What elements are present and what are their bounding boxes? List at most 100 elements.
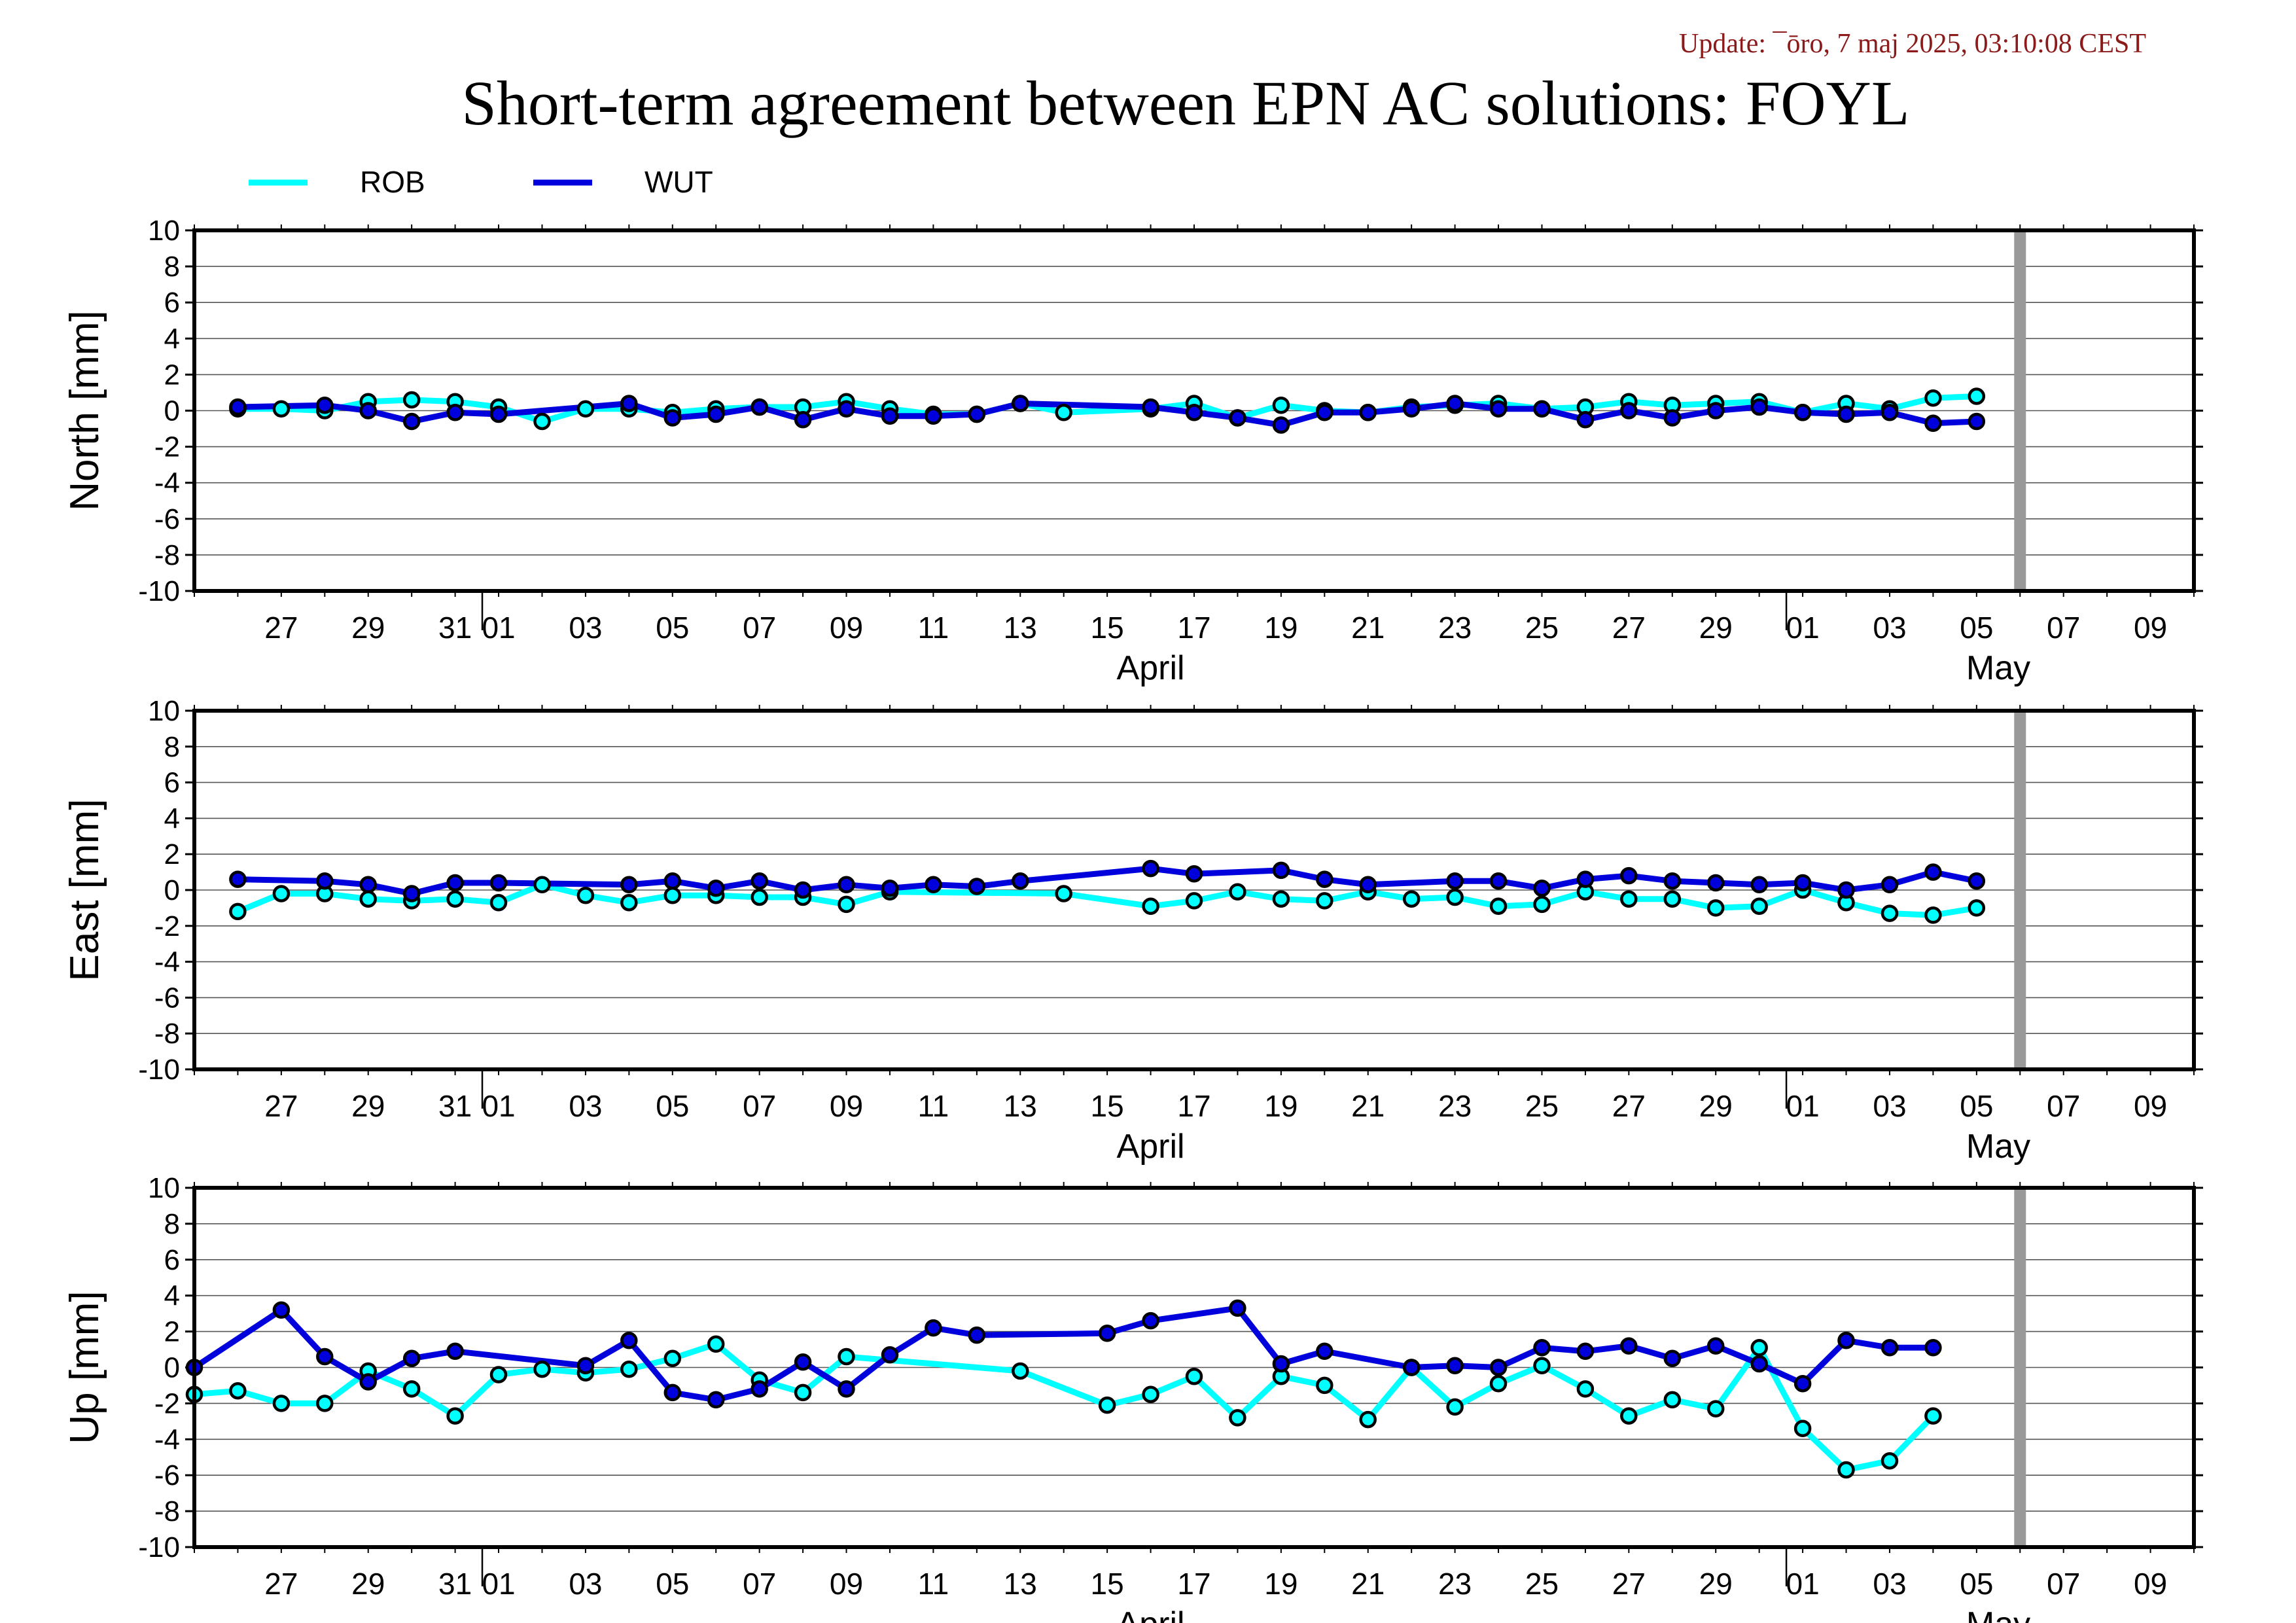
series-line-wut <box>234 865 1980 897</box>
data-point-wut <box>1098 1325 1116 1342</box>
data-point-rob <box>1142 897 1159 915</box>
x-tick-label: 25 <box>1525 1567 1559 1601</box>
x-month-label: May <box>1966 1128 2030 1166</box>
data-point-wut <box>1881 1339 1899 1357</box>
x-tick-label: 31 <box>438 611 472 645</box>
y-tick-label: 0 <box>164 395 180 427</box>
data-point-wut <box>446 404 464 421</box>
data-point-rob <box>1620 890 1638 908</box>
data-point-rob <box>751 888 768 906</box>
y-tick-label: 2 <box>164 359 180 391</box>
x-tick-label: 05 <box>656 611 689 645</box>
data-point-wut <box>1837 1332 1855 1349</box>
x-tick-label: 21 <box>1351 1089 1385 1123</box>
data-point-wut <box>1576 870 1595 888</box>
x-tick-label: 01 <box>482 1089 515 1123</box>
y-tick-label: 4 <box>164 802 180 834</box>
data-point-rob <box>838 895 855 914</box>
y-tick-label: 2 <box>164 1316 180 1348</box>
data-point-rob <box>620 1360 638 1378</box>
data-point-wut <box>1837 881 1855 899</box>
data-point-rob <box>1272 890 1290 908</box>
data-point-wut <box>1750 1355 1768 1373</box>
x-tick-label: 17 <box>1177 611 1210 645</box>
data-point-wut <box>1533 1339 1551 1357</box>
data-point-rob <box>663 1349 682 1368</box>
x-tick-label: 31 <box>438 1567 472 1601</box>
y-tick-label: 0 <box>164 1352 180 1384</box>
x-tick-label: 19 <box>1264 611 1298 645</box>
chart-title: Short-term agreement between EPN AC solu… <box>461 68 1909 138</box>
data-point-rob <box>1489 1374 1508 1393</box>
data-point-wut <box>316 396 334 414</box>
data-point-wut <box>707 1391 725 1409</box>
data-point-wut <box>663 872 682 890</box>
data-point-wut <box>838 876 855 894</box>
data-point-wut <box>1402 400 1421 418</box>
x-tick-label: 03 <box>1873 1567 1906 1601</box>
y-tick-label: -10 <box>138 1054 180 1086</box>
data-point-rob <box>1706 899 1725 917</box>
data-point-rob <box>1229 883 1246 901</box>
x-tick-label: 05 <box>1960 611 1993 645</box>
data-point-rob <box>446 890 464 908</box>
data-point-wut <box>1316 1342 1333 1361</box>
y-tick-label: 4 <box>164 1280 180 1312</box>
data-point-rob <box>1446 1398 1464 1416</box>
data-point-wut <box>316 1347 334 1366</box>
data-point-wut <box>794 881 812 899</box>
x-tick-label: 27 <box>1612 611 1646 645</box>
x-tick-label: 13 <box>1004 1567 1037 1601</box>
data-point-wut <box>1576 1342 1595 1361</box>
x-tick-label: 09 <box>830 611 863 645</box>
y-tick-label: -8 <box>154 1018 180 1050</box>
data-point-wut <box>402 412 421 431</box>
data-point-rob <box>1924 1407 1942 1425</box>
data-point-wut <box>1620 866 1638 885</box>
data-point-wut <box>489 405 508 423</box>
data-point-rob <box>1706 1400 1725 1418</box>
data-point-wut <box>968 878 986 895</box>
data-point-wut <box>620 1332 638 1349</box>
y-tick-label: -6 <box>154 503 180 535</box>
data-point-rob <box>229 1382 247 1400</box>
x-tick-label: 09 <box>830 1089 863 1123</box>
data-point-wut <box>1881 404 1899 421</box>
y-tick-label: -2 <box>154 910 180 942</box>
data-point-rob <box>663 886 682 904</box>
y-tick-label: 4 <box>164 323 180 355</box>
data-point-rob <box>1012 1362 1029 1380</box>
data-point-wut <box>1837 405 1855 423</box>
data-point-wut <box>359 876 377 894</box>
legend-label-rob: ROB <box>360 165 425 199</box>
data-point-wut <box>1272 1355 1290 1373</box>
data-point-wut <box>1706 874 1725 892</box>
y-tick-label: -4 <box>154 946 180 978</box>
data-point-wut <box>838 400 855 418</box>
data-point-wut <box>620 876 638 894</box>
plot-frame <box>192 228 2196 593</box>
data-point-wut <box>359 402 377 419</box>
x-tick-label: 27 <box>264 1567 298 1601</box>
data-point-rob <box>1663 1391 1682 1409</box>
data-point-rob <box>1837 1461 1855 1479</box>
y-tick-label: 10 <box>148 215 180 247</box>
x-tick-label: 05 <box>656 1567 689 1601</box>
legend-label-wut: WUT <box>645 165 713 199</box>
data-point-wut <box>1924 863 1942 881</box>
y-tick-label: 6 <box>164 767 180 799</box>
data-point-rob <box>1750 1339 1768 1357</box>
x-month-label: April <box>1117 1128 1185 1166</box>
x-tick-label: 09 <box>2134 1567 2167 1601</box>
y-axis-label: Up [mm] <box>62 1291 107 1444</box>
data-point-wut <box>1272 861 1290 880</box>
data-point-rob <box>1489 897 1508 915</box>
plot-frame <box>192 1186 2196 1549</box>
y-axis-label: East [mm] <box>62 798 107 981</box>
x-tick-label: 01 <box>1786 611 1820 645</box>
data-point-wut <box>1446 1357 1464 1375</box>
data-point-wut <box>272 1301 291 1319</box>
data-point-rob <box>1533 895 1551 914</box>
y-tick-label: 8 <box>164 251 180 283</box>
